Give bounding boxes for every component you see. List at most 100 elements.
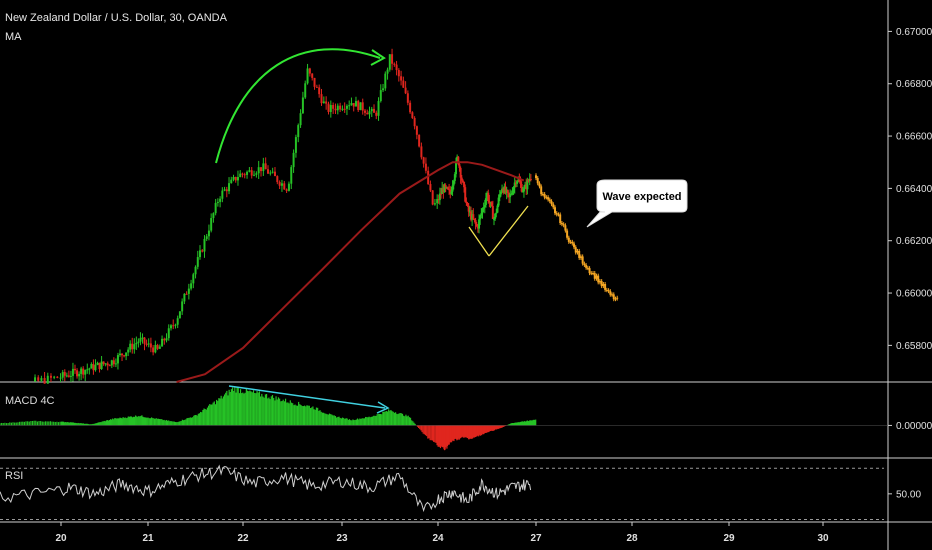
rsi-levels bbox=[0, 467, 884, 520]
candle-body bbox=[451, 185, 454, 192]
candle-body bbox=[370, 108, 373, 112]
candle-body bbox=[514, 182, 517, 184]
candle-body bbox=[104, 363, 107, 365]
candle-body bbox=[311, 73, 314, 78]
projection-candle bbox=[588, 268, 591, 274]
projection-candle bbox=[557, 214, 560, 216]
candle-body bbox=[257, 167, 260, 174]
candle-body bbox=[192, 274, 195, 284]
candle-body bbox=[297, 125, 300, 138]
x-tick-label: 21 bbox=[142, 533, 154, 544]
projection-candle bbox=[547, 197, 550, 200]
projection-candle bbox=[559, 214, 562, 223]
projection-candle bbox=[607, 290, 610, 292]
candle-body bbox=[131, 343, 134, 350]
projection-candle bbox=[564, 225, 567, 231]
candle-body bbox=[366, 112, 369, 115]
candle-body bbox=[422, 157, 425, 164]
candle-body bbox=[502, 188, 505, 193]
candle-body bbox=[519, 181, 522, 185]
candle-body bbox=[110, 360, 113, 366]
candle-body bbox=[273, 171, 276, 177]
candle-body bbox=[459, 167, 462, 178]
rsi-pane-label: RSI bbox=[5, 470, 24, 482]
candle-body bbox=[176, 318, 179, 325]
candle-body bbox=[499, 191, 502, 195]
candle-body bbox=[373, 108, 376, 113]
candle-body bbox=[463, 181, 466, 188]
candle-body bbox=[147, 343, 150, 345]
projection-candles bbox=[535, 173, 619, 302]
candle-body bbox=[172, 325, 175, 327]
candle-body bbox=[139, 338, 142, 342]
projection-candle bbox=[545, 197, 548, 199]
y-tick-label: 0.65800 bbox=[896, 341, 932, 352]
candle-body bbox=[483, 204, 486, 208]
candle-body bbox=[76, 370, 79, 377]
projection-candle bbox=[538, 183, 541, 187]
projection-candle bbox=[560, 222, 563, 225]
candle-body bbox=[443, 185, 446, 193]
candle-body bbox=[214, 202, 217, 214]
projection-candle bbox=[583, 263, 586, 266]
candle-body bbox=[404, 87, 407, 94]
candle-body bbox=[489, 202, 492, 204]
candle-body bbox=[494, 213, 497, 219]
projection-candle bbox=[562, 224, 565, 226]
candle-body bbox=[287, 183, 290, 191]
candle-body bbox=[442, 188, 445, 193]
candle-body bbox=[467, 205, 470, 212]
candle-body bbox=[441, 188, 444, 194]
candle-body bbox=[433, 203, 436, 205]
candle-body bbox=[359, 102, 362, 111]
candle-body bbox=[329, 105, 332, 112]
candle-body bbox=[243, 174, 246, 176]
projection-candle bbox=[567, 237, 570, 242]
candle-body bbox=[488, 201, 491, 203]
projection-candle bbox=[535, 175, 537, 179]
projection-candle bbox=[569, 241, 572, 243]
candle-body bbox=[377, 101, 380, 116]
projection-candle bbox=[552, 204, 555, 208]
candle-body bbox=[181, 301, 184, 312]
candle-body bbox=[446, 187, 449, 190]
projection-candle bbox=[585, 265, 588, 268]
candle-body bbox=[503, 186, 506, 193]
projection-candle bbox=[595, 275, 598, 279]
candle-body bbox=[484, 198, 487, 205]
rsi-line bbox=[0, 464, 532, 513]
ma-line bbox=[176, 161, 525, 383]
candle-body bbox=[382, 88, 385, 91]
candle-body bbox=[511, 192, 514, 194]
candle-body bbox=[455, 161, 458, 175]
candle-body bbox=[498, 194, 501, 198]
candle-body bbox=[299, 113, 302, 126]
candle-body bbox=[196, 257, 199, 267]
candle-body bbox=[306, 68, 309, 84]
candle-body bbox=[513, 182, 516, 188]
support-trendline-left bbox=[468, 226, 490, 257]
candle-body bbox=[301, 97, 304, 114]
candle-body bbox=[386, 69, 389, 74]
candle-body bbox=[318, 87, 321, 95]
candle-body bbox=[339, 105, 342, 110]
candle-body bbox=[527, 180, 530, 182]
candle-body bbox=[255, 173, 258, 175]
y-tick-label: 0.66000 bbox=[896, 289, 932, 300]
candle-body bbox=[161, 338, 164, 347]
candle-body bbox=[474, 220, 477, 224]
candle-body bbox=[524, 184, 527, 189]
candle-body bbox=[334, 108, 337, 111]
candle-body bbox=[67, 375, 70, 377]
projection-candle bbox=[616, 297, 619, 299]
candle-body bbox=[520, 184, 523, 192]
candle-body bbox=[94, 364, 97, 371]
candle-body bbox=[391, 54, 394, 64]
candle-body bbox=[56, 376, 59, 378]
projection-candle bbox=[550, 201, 553, 205]
candle-body bbox=[453, 174, 456, 181]
candle-body bbox=[34, 377, 37, 382]
candle-body bbox=[486, 192, 489, 199]
